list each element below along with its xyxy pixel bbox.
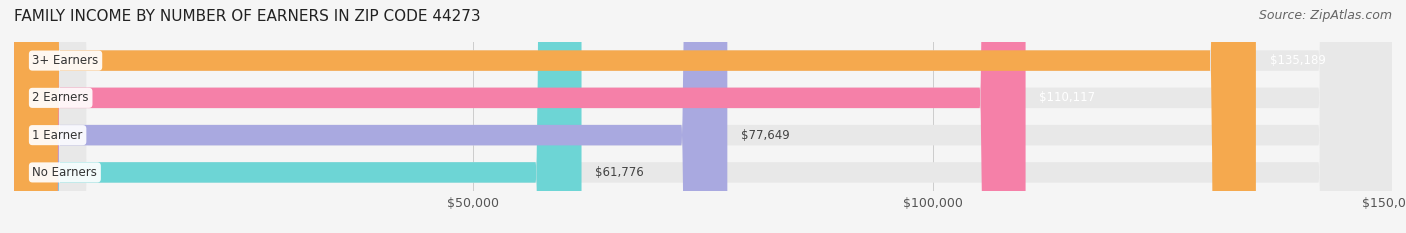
FancyBboxPatch shape (14, 0, 727, 233)
FancyBboxPatch shape (14, 0, 1392, 233)
Text: 1 Earner: 1 Earner (32, 129, 83, 142)
Text: $110,117: $110,117 (1039, 91, 1095, 104)
FancyBboxPatch shape (14, 0, 582, 233)
Text: 3+ Earners: 3+ Earners (32, 54, 98, 67)
Text: Source: ZipAtlas.com: Source: ZipAtlas.com (1258, 9, 1392, 22)
Text: $135,189: $135,189 (1270, 54, 1326, 67)
FancyBboxPatch shape (14, 0, 1392, 233)
FancyBboxPatch shape (14, 0, 1392, 233)
Text: No Earners: No Earners (32, 166, 97, 179)
FancyBboxPatch shape (14, 0, 1025, 233)
FancyBboxPatch shape (14, 0, 1392, 233)
Text: FAMILY INCOME BY NUMBER OF EARNERS IN ZIP CODE 44273: FAMILY INCOME BY NUMBER OF EARNERS IN ZI… (14, 9, 481, 24)
Text: $77,649: $77,649 (741, 129, 790, 142)
Text: 2 Earners: 2 Earners (32, 91, 89, 104)
FancyBboxPatch shape (14, 0, 1256, 233)
Text: $61,776: $61,776 (595, 166, 644, 179)
